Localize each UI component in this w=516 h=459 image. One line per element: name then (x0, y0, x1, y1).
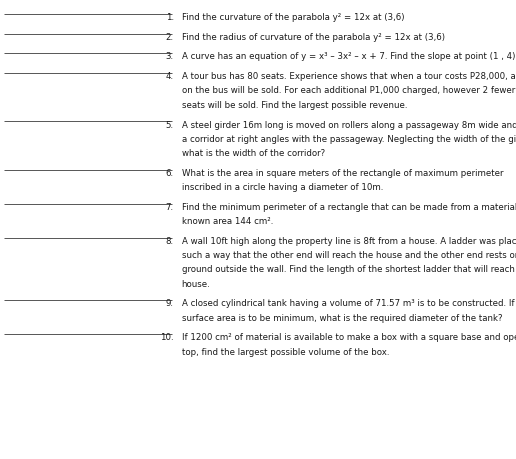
Text: ground outside the wall. Find the length of the shortest ladder that will reach : ground outside the wall. Find the length… (182, 265, 516, 274)
Text: A closed cylindrical tank having a volume of 71.57 m³ is to be constructed. If t: A closed cylindrical tank having a volum… (182, 299, 516, 308)
Text: known area 144 cm².: known area 144 cm². (182, 217, 273, 226)
Text: 9.: 9. (166, 299, 174, 308)
Text: 8.: 8. (166, 236, 174, 246)
Text: top, find the largest possible volume of the box.: top, find the largest possible volume of… (182, 347, 389, 356)
Text: 6.: 6. (166, 168, 174, 178)
Text: A steel girder 16m long is moved on rollers along a passageway 8m wide and into: A steel girder 16m long is moved on roll… (182, 120, 516, 129)
Text: Find the curvature of the parabola y² = 12x at (3,6): Find the curvature of the parabola y² = … (182, 13, 404, 22)
Text: What is the area in square meters of the rectangle of maximum perimeter: What is the area in square meters of the… (182, 168, 503, 178)
Text: such a way that the other end will reach the house and the other end rests on th: such a way that the other end will reach… (182, 251, 516, 260)
Text: surface area is to be minimum, what is the required diameter of the tank?: surface area is to be minimum, what is t… (182, 313, 502, 322)
Text: 10.: 10. (160, 333, 174, 342)
Text: 2.: 2. (166, 33, 174, 42)
Text: A tour bus has 80 seats. Experience shows that when a tour costs P28,000, all se: A tour bus has 80 seats. Experience show… (182, 72, 516, 81)
Text: Find the radius of curvature of the parabola y² = 12x at (3,6): Find the radius of curvature of the para… (182, 33, 445, 42)
Text: Find the minimum perimeter of a rectangle that can be made from a material of: Find the minimum perimeter of a rectangl… (182, 202, 516, 212)
Text: 4.: 4. (166, 72, 174, 81)
Text: 3.: 3. (166, 52, 174, 62)
Text: inscribed in a circle having a diameter of 10m.: inscribed in a circle having a diameter … (182, 183, 383, 192)
Text: A curve has an equation of y = x³ – 3x² – x + 7. Find the slope at point (1 , 4): A curve has an equation of y = x³ – 3x² … (182, 52, 516, 62)
Text: a corridor at right angles with the passageway. Neglecting the width of the gird: a corridor at right angles with the pass… (182, 134, 516, 144)
Text: A wall 10ft high along the property line is 8ft from a house. A ladder was place: A wall 10ft high along the property line… (182, 236, 516, 246)
Text: 1.: 1. (166, 13, 174, 22)
Text: If 1200 cm² of material is available to make a box with a square base and open: If 1200 cm² of material is available to … (182, 333, 516, 342)
Text: seats will be sold. Find the largest possible revenue.: seats will be sold. Find the largest pos… (182, 101, 407, 110)
Text: house.: house. (182, 279, 211, 288)
Text: 7.: 7. (166, 202, 174, 212)
Text: what is the width of the corridor?: what is the width of the corridor? (182, 149, 325, 158)
Text: 5.: 5. (166, 120, 174, 129)
Text: on the bus will be sold. For each additional P1,000 charged, however 2 fewer: on the bus will be sold. For each additi… (182, 86, 515, 95)
